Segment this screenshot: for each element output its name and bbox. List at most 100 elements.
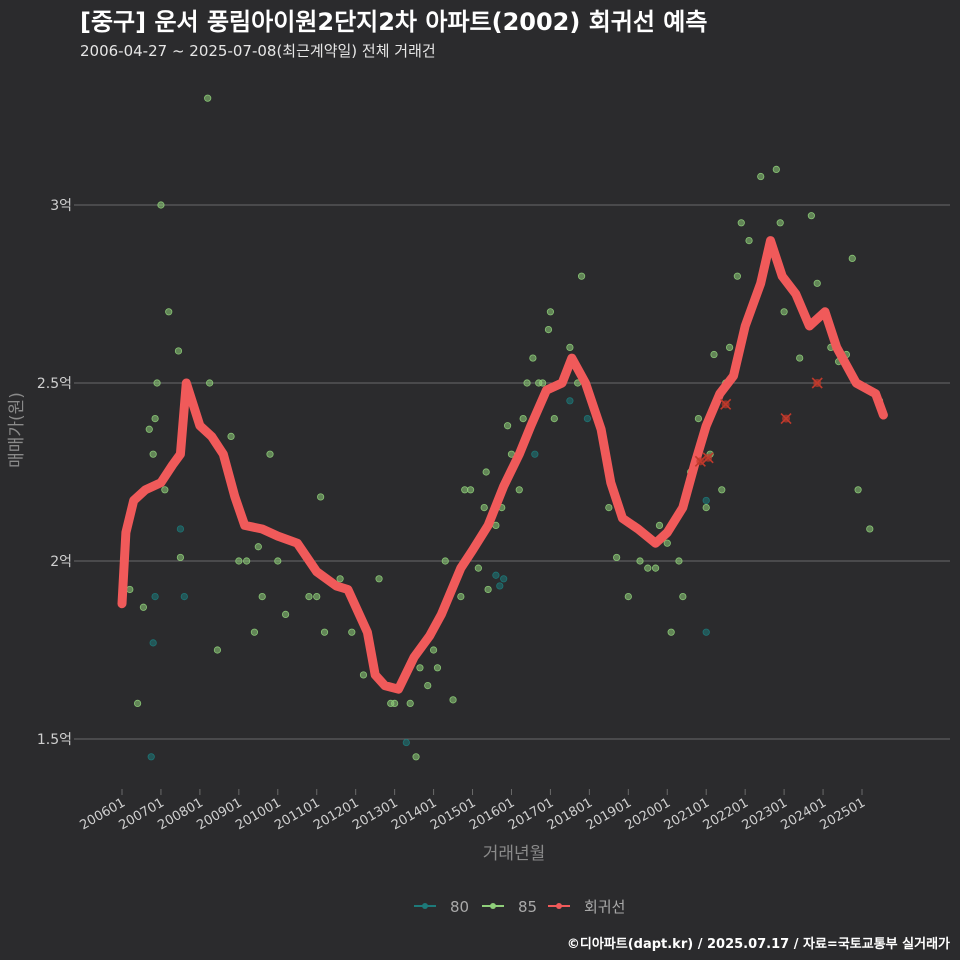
legend-label: 80 <box>450 898 469 916</box>
legend-item-s85: 85 <box>482 898 537 916</box>
data-point-85 <box>274 557 282 565</box>
data-point-85 <box>206 379 214 387</box>
data-point-85 <box>757 172 765 181</box>
data-point-85 <box>145 425 153 433</box>
source-caption: ©디아파트(dapt.kr) / 2025.07.17 / 자료=국토교통부 실… <box>566 937 950 952</box>
outlier-marker <box>702 452 714 464</box>
data-point-85 <box>317 493 325 501</box>
data-point-85 <box>515 486 523 494</box>
scatter-points <box>126 94 884 761</box>
data-point-85 <box>174 347 183 355</box>
data-point-85 <box>204 94 212 102</box>
data-point-85 <box>613 553 621 562</box>
data-point-85 <box>176 553 185 562</box>
data-point-85 <box>776 219 784 227</box>
data-point-80 <box>147 753 155 761</box>
x-axis-title: 거래년월 <box>483 844 546 864</box>
data-point-80 <box>702 628 710 636</box>
data-point-85 <box>675 557 683 565</box>
outlier-cross <box>702 452 714 464</box>
data-point-85 <box>320 628 329 636</box>
data-point-85 <box>624 592 632 601</box>
data-point-85 <box>165 308 173 316</box>
data-point-85 <box>796 354 804 362</box>
legend: 80 85 회귀선 <box>414 898 625 916</box>
data-point-85 <box>519 414 527 423</box>
data-point-80 <box>402 738 410 747</box>
data-point-85 <box>636 557 644 565</box>
data-point-85 <box>391 699 399 708</box>
data-point-85 <box>449 696 457 704</box>
data-point-85 <box>305 592 313 601</box>
data-point-85 <box>133 699 142 708</box>
data-point-85 <box>258 592 266 601</box>
data-point-80 <box>583 414 592 423</box>
data-point-85 <box>663 539 671 547</box>
data-point-80 <box>492 571 500 579</box>
data-point-85 <box>848 254 856 262</box>
y-tick-label: 1.5억 <box>37 732 72 748</box>
data-point-85 <box>482 468 490 476</box>
data-point-85 <box>441 557 449 565</box>
data-point-85 <box>466 486 475 494</box>
data-point-85 <box>243 557 251 565</box>
chart-title: [중구] 운서 풍림아이원2단지2차 아파트(2002) 회귀선 예측 <box>80 8 708 36</box>
data-point-85 <box>250 628 259 636</box>
data-point-85 <box>605 503 613 512</box>
data-point-85 <box>651 564 660 572</box>
data-point-80 <box>496 582 504 590</box>
grid-lines <box>80 204 950 740</box>
data-point-85 <box>866 525 874 533</box>
data-point-85 <box>702 503 710 512</box>
data-point-85 <box>523 379 531 387</box>
data-point-85 <box>139 603 148 611</box>
data-point-85 <box>780 308 788 316</box>
y-tick-label: 2.5억 <box>37 376 72 392</box>
legend-label: 회귀선 <box>584 898 625 916</box>
outlier-markers <box>694 377 823 467</box>
data-point-85 <box>461 486 469 494</box>
data-point-85 <box>474 564 482 572</box>
data-point-80 <box>500 575 508 583</box>
x-tick-label: 202501 <box>818 795 868 833</box>
data-point-85 <box>550 414 558 423</box>
data-point-80 <box>180 592 188 601</box>
data-point-85 <box>480 503 488 512</box>
data-point-85 <box>577 272 586 280</box>
data-point-85 <box>254 543 262 551</box>
data-point-85 <box>235 557 243 565</box>
regression-layer <box>117 236 888 694</box>
outlier-cross <box>694 455 706 467</box>
data-point-85 <box>737 219 745 227</box>
data-point-85 <box>667 628 675 636</box>
data-point-85 <box>313 592 321 601</box>
data-point-85 <box>745 237 753 245</box>
data-point-85 <box>213 646 222 654</box>
data-point-85 <box>733 272 741 280</box>
data-point-85 <box>546 308 555 316</box>
data-point-85 <box>679 592 687 601</box>
data-point-85 <box>710 350 718 359</box>
data-point-85 <box>359 671 368 679</box>
legend-swatch-dot <box>490 903 496 909</box>
legend-item-regression: 회귀선 <box>548 898 625 916</box>
data-point-80 <box>702 496 710 505</box>
data-point-85 <box>348 628 356 636</box>
regression-line <box>117 236 888 694</box>
outlier-cross <box>811 377 823 389</box>
data-point-80 <box>566 397 574 405</box>
data-point-85 <box>375 575 383 583</box>
data-point-85 <box>772 165 780 173</box>
data-point-85 <box>718 486 726 494</box>
legend-swatch-dot <box>556 903 562 909</box>
data-point-85 <box>157 201 165 209</box>
data-point-85 <box>424 681 432 690</box>
data-point-85 <box>807 212 815 220</box>
data-point-85 <box>429 646 438 654</box>
data-point-85 <box>566 343 574 351</box>
data-point-85 <box>336 575 344 583</box>
data-point-85 <box>854 486 862 494</box>
data-point-85 <box>539 379 547 387</box>
data-point-85 <box>503 422 512 430</box>
data-point-80 <box>149 639 157 647</box>
